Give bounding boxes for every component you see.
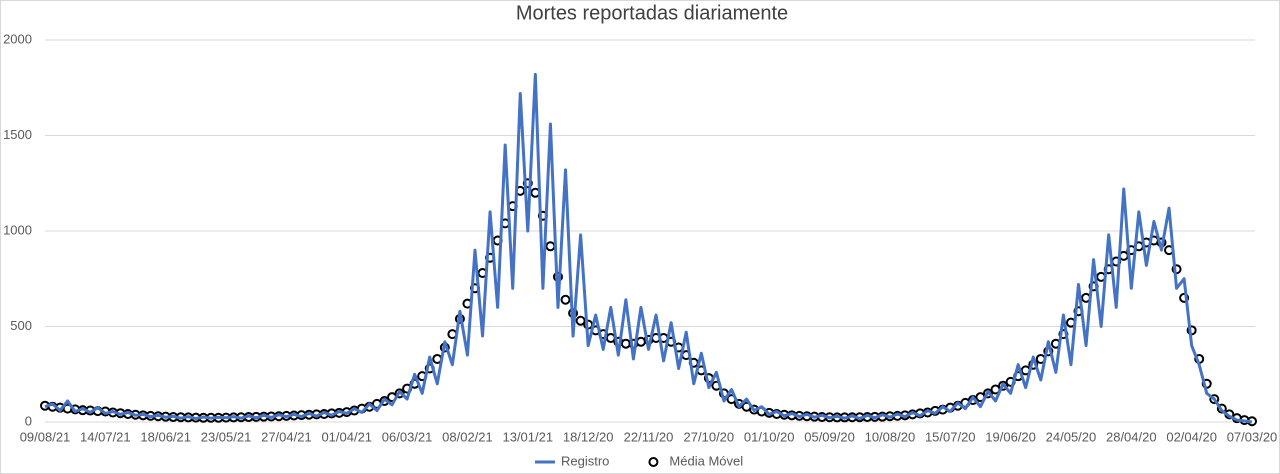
x-tick-label: 06/03/21 [382,429,433,444]
x-tick-label: 08/02/21 [442,429,493,444]
y-tick-label: 2000 [3,31,32,46]
x-tick-label: 19/06/20 [985,429,1036,444]
legend-label: Registro [561,453,609,468]
x-tick-label: 10/08/20 [865,429,916,444]
x-tick-label: 22/11/20 [624,429,674,444]
x-tick-label: 02/04/20 [1166,429,1217,444]
moving-average-marker [575,315,586,326]
x-tick-label: 28/04/20 [1106,429,1157,444]
moving-average-marker [545,241,556,252]
x-tick-label: 23/05/21 [201,429,252,444]
y-tick-label: 0 [25,413,32,428]
moving-average-marker [560,294,571,305]
x-tick-label: 09/08/21 [20,429,71,444]
chart-title: Mortes reportadas diariamente [516,2,788,24]
x-tick-label: 14/07/21 [80,429,131,444]
x-tick-label: 27/04/21 [261,429,312,444]
x-tick-label: 01/04/21 [321,429,372,444]
series-line [44,72,1253,424]
x-tick-label: 18/12/20 [563,429,614,444]
x-tick-label: 18/06/21 [140,429,191,444]
x-tick-label: 15/07/20 [925,429,976,444]
x-tick-label: 01/10/20 [744,429,795,444]
legend-swatch [648,457,659,467]
x-tick-label: 27/10/20 [684,429,735,444]
y-tick-label: 1000 [3,222,32,237]
x-tick-label: 13/01/21 [502,429,553,444]
legend-label: Média Móvel [669,453,743,468]
x-tick-label: 24/05/20 [1046,429,1097,444]
x-tick-label: 05/09/20 [804,429,855,444]
y-tick-label: 500 [10,318,32,333]
y-tick-label: 1500 [3,127,32,142]
x-tick-label: 07/03/20 [1227,429,1278,444]
